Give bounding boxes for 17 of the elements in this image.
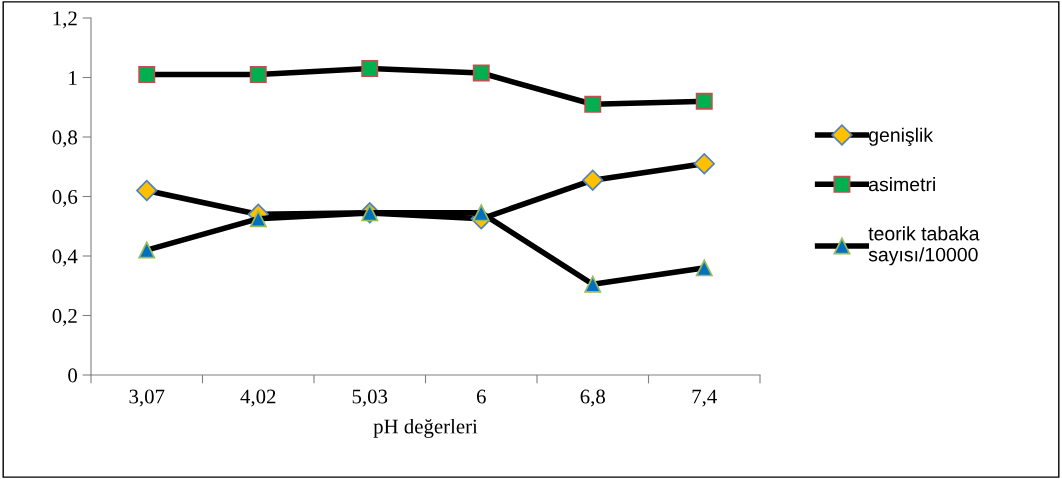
y-tick-label: 0,8 — [52, 130, 78, 148]
x-tick-label: 7,4 — [692, 389, 717, 407]
x-tick-label: 6 — [476, 389, 486, 404]
y-tick-label: 0,4 — [52, 249, 78, 267]
legend-label: genişlik — [869, 127, 934, 146]
x-tick-label: 6,8 — [580, 389, 605, 407]
y-tick-label: 0,6 — [52, 189, 78, 207]
y-tick-label: 0 — [68, 368, 78, 383]
y-tick-label: 0,2 — [52, 308, 77, 326]
x-tick-label: 5,03 — [352, 389, 388, 407]
legend-label: asimetri — [869, 177, 935, 192]
x-tick-label: 3,07 — [129, 389, 165, 407]
y-tick-label: 1 — [69, 70, 77, 85]
legend-label: teorik tabaka sayısı/10000 — [868, 226, 980, 266]
x-axis-title: pH değerleri — [373, 418, 478, 438]
x-tick-label: 4,02 — [240, 389, 276, 407]
y-tick-label: 1,2 — [53, 11, 77, 29]
